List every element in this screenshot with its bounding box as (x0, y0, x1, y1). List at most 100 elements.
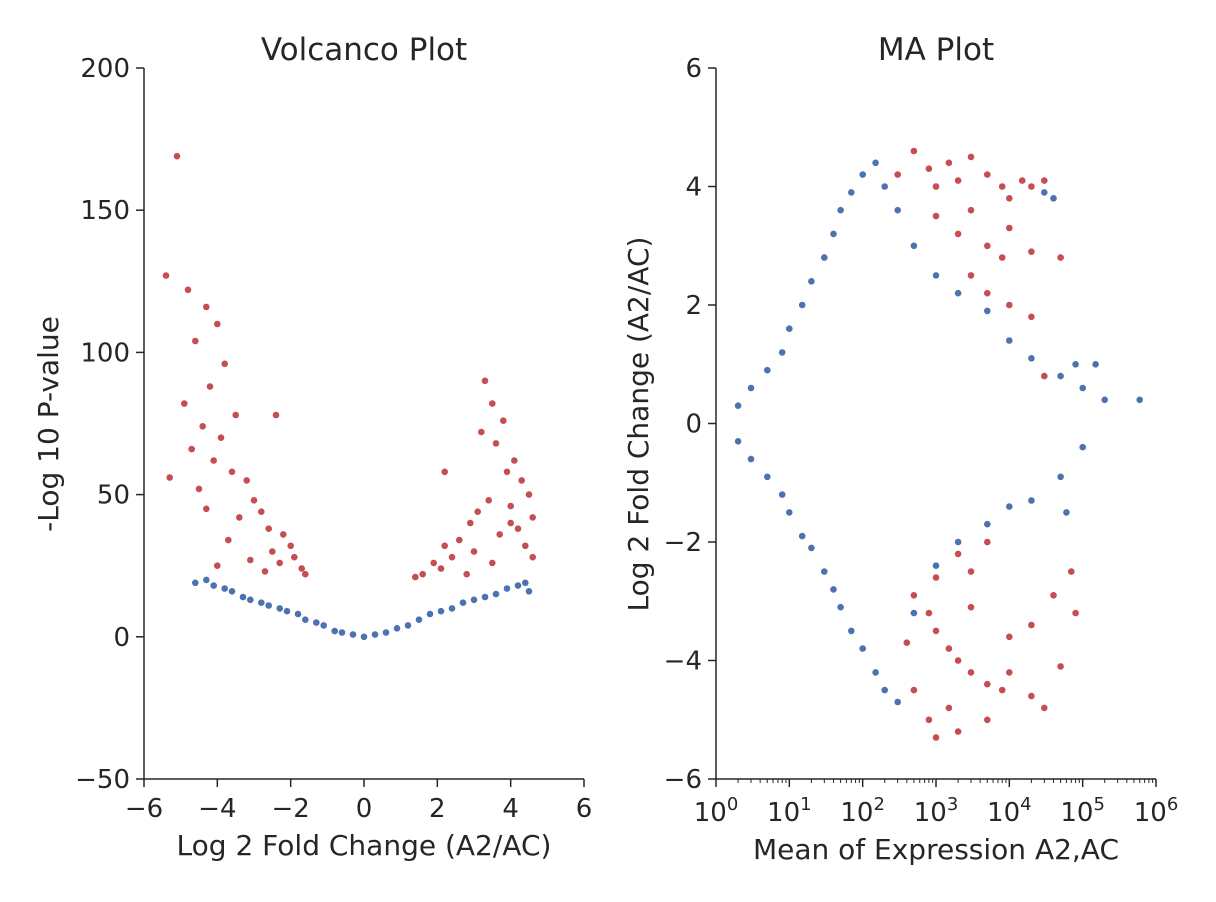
ma-point (1072, 361, 1079, 368)
ma-point (932, 212, 940, 220)
volcano-point (192, 337, 199, 345)
volcano-point (338, 629, 346, 636)
volcano-point (529, 514, 536, 521)
volcano-x-tick-label: −2 (272, 794, 310, 824)
ma-point (894, 171, 901, 178)
volcano-point (276, 559, 284, 567)
volcano-point (221, 585, 228, 592)
volcano-point (298, 565, 306, 572)
ma-point (945, 159, 953, 167)
ma-point (910, 147, 918, 155)
ma-point (984, 307, 991, 315)
ma-x-ticks: 100 101 102 103 104 105 106 (694, 779, 1178, 828)
ma-point (932, 574, 940, 581)
volcano-point (511, 457, 518, 464)
ma-point (848, 189, 855, 196)
ma-y-tick-label: 2 (685, 291, 702, 321)
volcano-point (331, 627, 339, 635)
volcano-point (221, 360, 228, 368)
volcano-point (272, 411, 280, 419)
ma-point (1063, 509, 1070, 516)
ma-point (967, 272, 975, 279)
ma-point (1018, 177, 1026, 184)
volcano-point (529, 553, 536, 561)
volcano-point (236, 514, 243, 521)
volcano-point (320, 622, 328, 629)
volcano-point (184, 286, 192, 294)
volcano-plot-panel: Volcanco Plot −6 −4 −2 0 2 4 6 −50 0 50 100 150 200… (32, 32, 592, 862)
ma-point (925, 716, 933, 724)
volcano-point (199, 423, 206, 430)
ma-point (998, 254, 1006, 261)
ma-point (798, 301, 806, 309)
ma-point (764, 366, 771, 374)
volcano-y-tick-label: −50 (75, 765, 130, 795)
volcano-point (415, 616, 423, 623)
volcano-x-ticks: −6 −4 −2 0 2 4 6 (125, 779, 592, 824)
ma-point (1006, 503, 1013, 510)
ma-point (984, 171, 991, 178)
ma-point (859, 171, 866, 178)
volcano-point (489, 400, 496, 407)
volcano-point (507, 502, 514, 510)
ma-point (1092, 361, 1099, 368)
volcano-point (507, 519, 514, 527)
volcano-point (503, 585, 511, 592)
ma-point (954, 230, 962, 238)
ma-point (1028, 621, 1035, 629)
ma-points (734, 147, 1143, 741)
ma-point (910, 242, 918, 250)
volcano-x-tick-label: 0 (356, 794, 373, 824)
volcano-point (426, 610, 434, 618)
volcano-point (258, 508, 265, 515)
volcano-point (467, 519, 474, 527)
ma-point (932, 272, 940, 279)
volcano-point (302, 570, 309, 578)
volcano-point (489, 559, 496, 567)
ma-point (954, 657, 962, 664)
ma-x-tick-label: 101 (767, 794, 812, 828)
ma-point (967, 669, 975, 676)
volcano-point (225, 536, 232, 544)
ma-point (1057, 254, 1064, 261)
ma-point (954, 728, 962, 735)
ma-point (1050, 195, 1057, 202)
ma-point (1072, 609, 1079, 617)
ma-y-tick-label: −2 (664, 528, 702, 558)
ma-point (808, 278, 815, 285)
volcano-point (496, 531, 504, 538)
volcano-x-tick-label: −4 (198, 794, 236, 824)
ma-point (925, 609, 933, 617)
ma-point (1028, 497, 1035, 504)
volcano-point (441, 468, 449, 476)
ma-point (910, 609, 918, 617)
ma-point (786, 325, 793, 333)
volcano-points (162, 152, 536, 641)
ma-x-tick-label: 102 (840, 794, 885, 828)
ma-point (821, 254, 828, 261)
ma-point (1028, 248, 1035, 255)
ma-y-tick-label: 0 (685, 410, 702, 440)
ma-point (747, 455, 755, 463)
ma-point (984, 242, 991, 250)
volcano-point (470, 596, 478, 604)
ma-x-tick-label: 103 (914, 794, 959, 828)
ma-point (984, 289, 991, 297)
ma-point (894, 206, 901, 214)
volcano-y-axis-label: -Log 10 P-value (32, 316, 65, 532)
ma-point (984, 538, 991, 546)
volcano-point (228, 468, 236, 476)
ma-point (1068, 568, 1075, 575)
ma-point (747, 384, 755, 392)
volcano-x-tick-label: −6 (125, 794, 163, 824)
ma-point (984, 520, 991, 528)
volcano-point (258, 599, 265, 606)
volcano-point (393, 625, 401, 632)
volcano-point (371, 631, 379, 638)
ma-title: MA Plot (878, 32, 994, 68)
ma-point (1006, 224, 1013, 232)
volcano-point (492, 590, 500, 598)
volcano-point (247, 556, 254, 564)
ma-point (1006, 301, 1013, 309)
volcano-point (430, 559, 438, 567)
